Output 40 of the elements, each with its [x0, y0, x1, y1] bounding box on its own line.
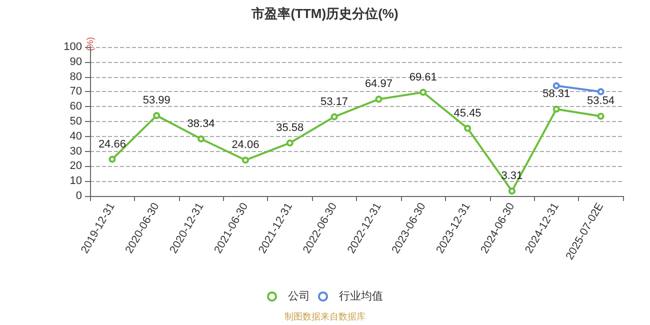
point: [552, 82, 560, 90]
data-label: 24.06: [232, 139, 260, 152]
data-label: 69.61: [409, 71, 437, 84]
data-label: 38.34: [187, 118, 215, 130]
point: [552, 106, 560, 113]
point: [508, 188, 516, 195]
point: [597, 88, 604, 96]
point: [242, 156, 249, 164]
data-label: 53.54: [587, 95, 615, 108]
point: [153, 112, 160, 120]
data-label: 53.17: [320, 96, 348, 108]
point: [108, 156, 116, 163]
data-label: 45.45: [454, 107, 482, 120]
y-tick-label: 70: [70, 86, 82, 98]
y-tick-label: 60: [70, 100, 82, 113]
y-tick-label: 0: [76, 190, 82, 202]
y-tick-label: 10: [70, 175, 82, 188]
data-label: 24.66: [98, 138, 126, 150]
legend-label: 公司: [288, 290, 310, 302]
data-label: 35.58: [276, 122, 304, 134]
point: [198, 135, 205, 142]
point: [330, 113, 338, 120]
y-tick-label: 40: [70, 130, 82, 142]
point: [464, 124, 472, 132]
data-label: 58.31: [542, 88, 570, 100]
data-label: 64.97: [364, 78, 392, 90]
y-tick-label: 80: [70, 70, 82, 83]
point: [597, 112, 604, 120]
y-tick-label: 20: [70, 160, 82, 172]
y-tick-label: 50: [70, 116, 82, 128]
point: [375, 96, 382, 103]
y-tick-label: 100: [64, 41, 82, 53]
legend-label: 行业均值: [339, 290, 383, 302]
y-tick-label: 90: [70, 56, 82, 68]
point: [420, 88, 427, 96]
point: [286, 139, 294, 146]
data-label: 53.99: [142, 94, 170, 107]
y-tick-label: 30: [70, 145, 82, 158]
text: 制图数据来自数据库: [284, 312, 366, 322]
chart-title: 市盈率(TTM)历史分位(%): [250, 6, 398, 21]
